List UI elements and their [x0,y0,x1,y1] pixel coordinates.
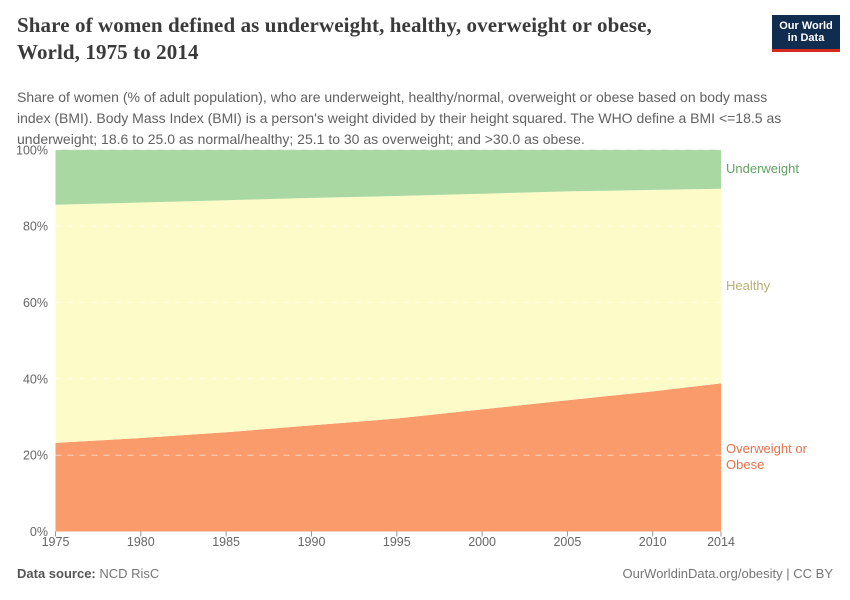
chart-subtitle-line-3: underweight; 18.6 to 25.0 as normal/heal… [17,131,585,147]
owid-logo-text-line-1: Our World [779,19,833,32]
owid-logo[interactable]: Our World in Data [772,15,840,52]
y-axis-label-0: 0% [30,525,48,539]
data-source-value: NCD RisC [99,566,160,581]
area-overweight-or-obese[interactable] [55,383,722,532]
data-source-note: Data source: NCD RisC [17,566,159,581]
chart-subtitle-line-2: index (BMI). Body Mass Index (BMI) is a … [17,110,782,126]
x-axis-label-1995: 1995 [383,535,411,549]
page-title: Share of women defined as underweight, h… [17,12,762,66]
x-axis-label-2005: 2005 [553,535,581,549]
y-axis-label-100: 100% [16,143,48,157]
owid-logo-text-line-2: in Data [787,32,825,44]
x-axis-label-1985: 1985 [212,535,240,549]
data-source-label: Data source: [17,566,96,581]
page-title-line-2: World, 1975 to 2014 [17,40,199,64]
legend-label-underweight[interactable]: Underweight [726,161,799,177]
page-title-line-1: Share of women defined as underweight, h… [17,13,652,37]
x-axis-label-2000: 2000 [468,535,496,549]
legend-label-healthy[interactable]: Healthy [726,278,771,294]
area-underweight[interactable] [55,149,722,205]
x-axis-label-2010: 2010 [639,535,667,549]
chart-subtitle: Share of women (% of adult population), … [17,87,832,150]
chart-footer: Data source: NCD RisC OurWorldinData.org… [17,566,833,581]
area-healthy[interactable] [55,188,722,443]
y-axis-label-60: 60% [23,296,48,310]
x-axis-label-1980: 1980 [127,535,155,549]
x-axis-label-1975: 1975 [42,535,70,549]
y-axis-label-40: 40% [23,372,48,386]
stacked-area-chart: 0% 20% 40% 60% 80% 100% 1975 1980 1985 1990 1995 20… [16,143,735,549]
x-axis-label-2014: 2014 [707,535,735,549]
owid-attribution-link[interactable]: OurWorldinData.org/obesity | CC BY [622,566,834,581]
y-axis-label-20: 20% [23,449,48,463]
x-axis-label-1990: 1990 [298,535,326,549]
legend-label-overweight-or-obese[interactable]: Overweight or Obese [726,441,807,473]
y-axis-label-80: 80% [23,220,48,234]
chart-subtitle-line-1: Share of women (% of adult population), … [17,89,768,105]
